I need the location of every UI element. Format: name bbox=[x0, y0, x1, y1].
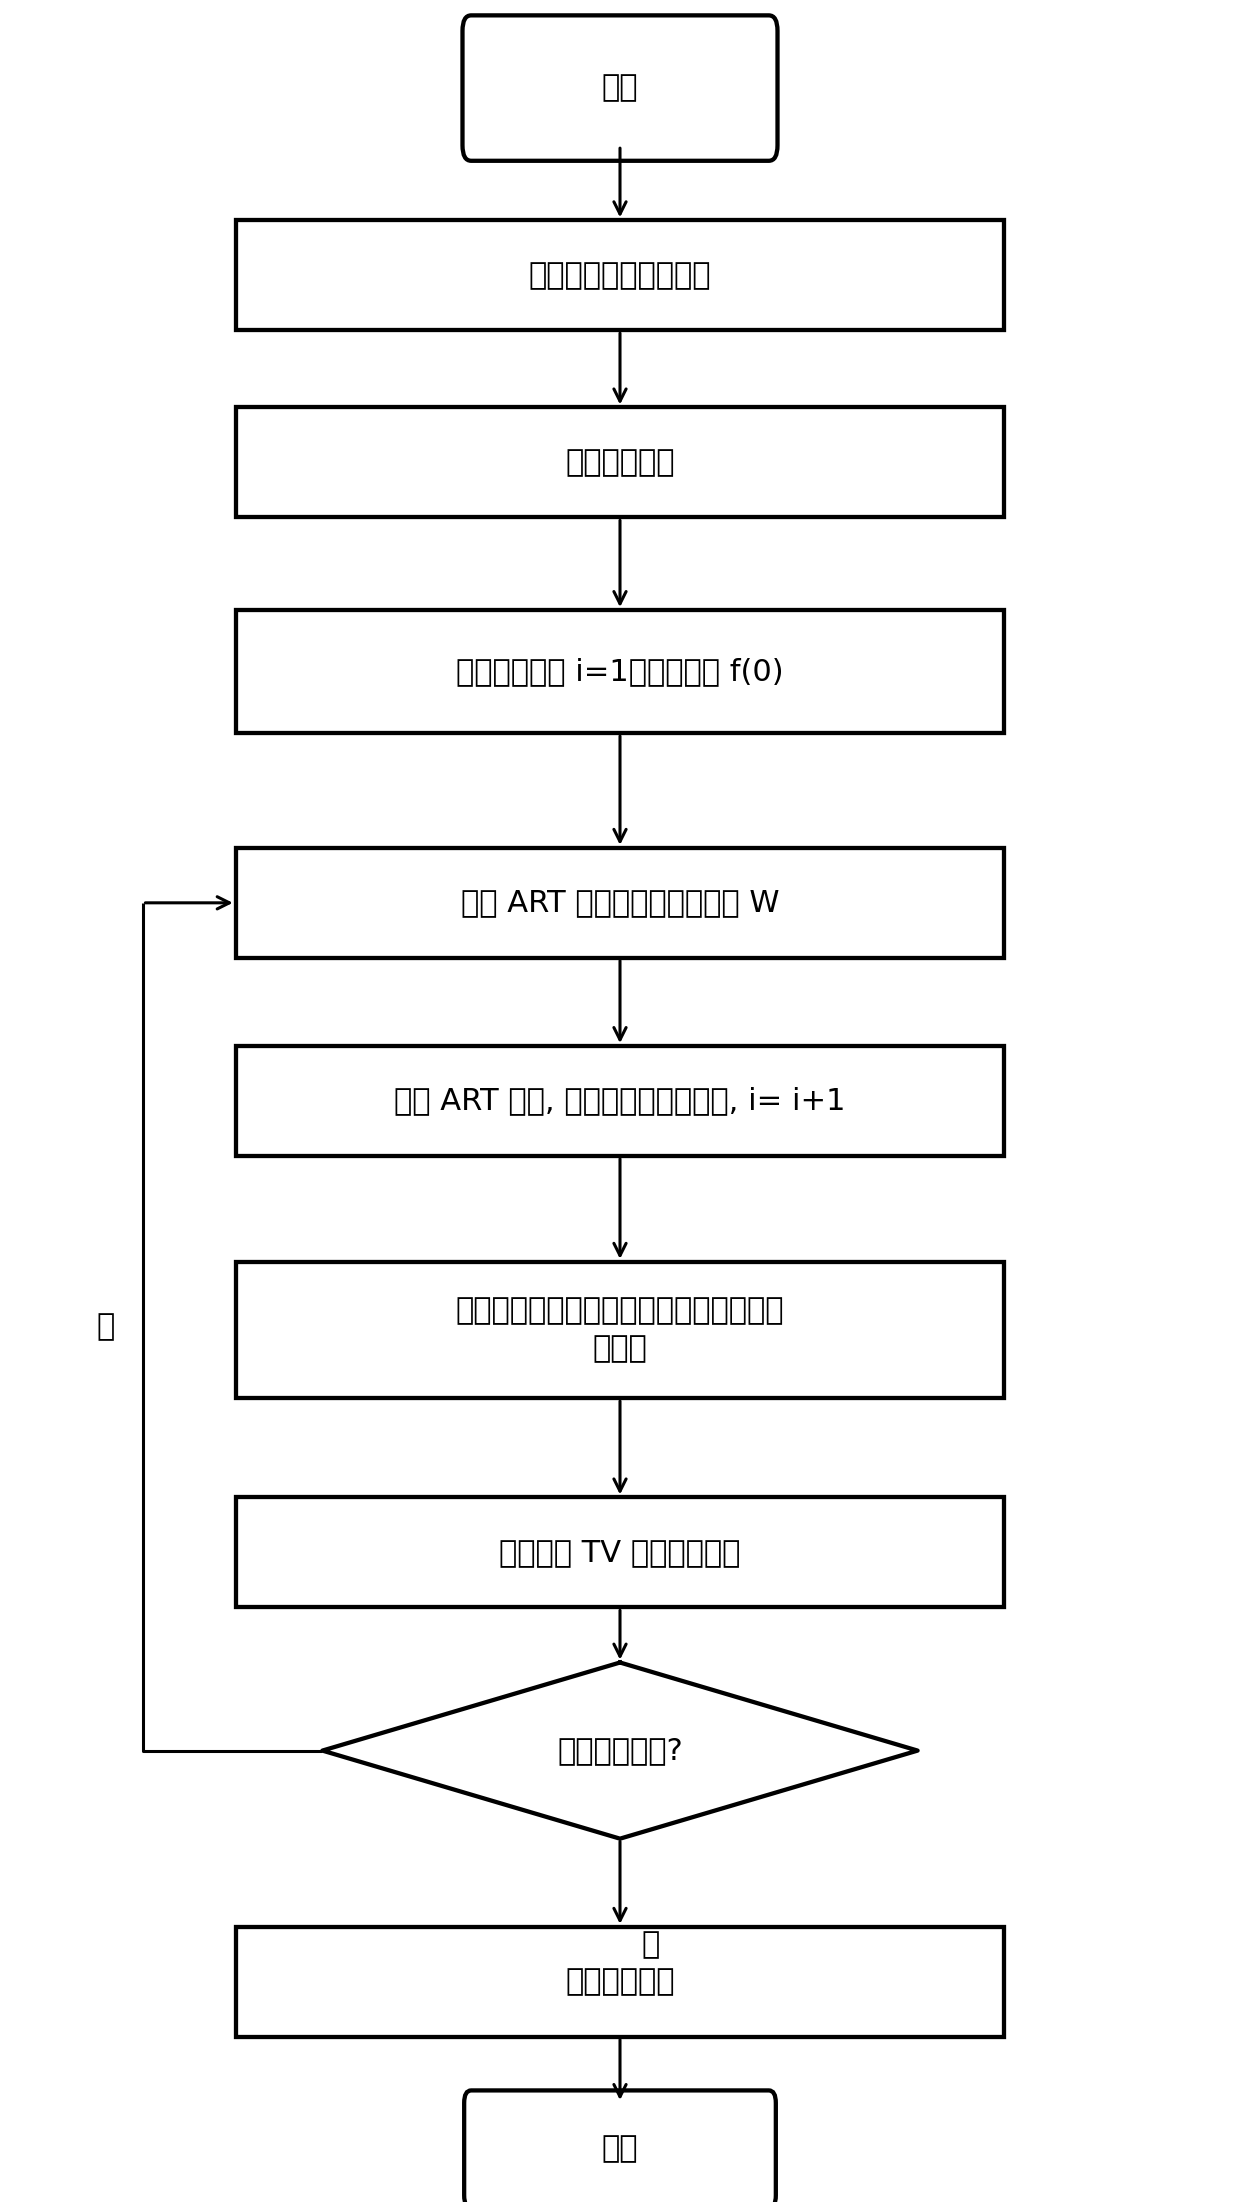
Text: 根据 ART 算法求迭代权重矩阵 W: 根据 ART 算法求迭代权重矩阵 W bbox=[461, 887, 779, 918]
Text: 对火焰图像进行预处理: 对火焰图像进行预处理 bbox=[528, 260, 712, 291]
Text: 生成投影图像: 生成投影图像 bbox=[565, 447, 675, 478]
Text: 求解每次迭代图像的径向梯度和径向梯度
全变差: 求解每次迭代图像的径向梯度和径向梯度 全变差 bbox=[456, 1297, 784, 1363]
FancyBboxPatch shape bbox=[464, 2090, 776, 2202]
Text: 是否终止迭代?: 是否终止迭代? bbox=[557, 1735, 683, 1766]
Bar bbox=[236, 1046, 1004, 1156]
Text: 是: 是 bbox=[642, 1929, 660, 1960]
Bar bbox=[236, 610, 1004, 733]
Bar bbox=[236, 220, 1004, 330]
FancyBboxPatch shape bbox=[463, 15, 777, 161]
Bar bbox=[236, 407, 1004, 517]
Text: 根据径向 TV 方法调整图像: 根据径向 TV 方法调整图像 bbox=[500, 1537, 740, 1568]
Text: 输出重构图像: 输出重构图像 bbox=[565, 1966, 675, 1997]
Text: 根据 ART 算法, 代数迭代法重构图像, i= i+1: 根据 ART 算法, 代数迭代法重构图像, i= i+1 bbox=[394, 1086, 846, 1116]
Bar bbox=[236, 1262, 1004, 1398]
Bar bbox=[236, 1497, 1004, 1607]
Bar bbox=[236, 848, 1004, 958]
Text: 开始: 开始 bbox=[601, 73, 639, 103]
Bar bbox=[236, 1927, 1004, 2037]
Text: 结束: 结束 bbox=[601, 2134, 639, 2165]
Polygon shape bbox=[322, 1663, 918, 1839]
Text: 初始迭代次数 i=1，初始向量 f(0): 初始迭代次数 i=1，初始向量 f(0) bbox=[456, 656, 784, 687]
Text: 否: 否 bbox=[97, 1312, 114, 1341]
